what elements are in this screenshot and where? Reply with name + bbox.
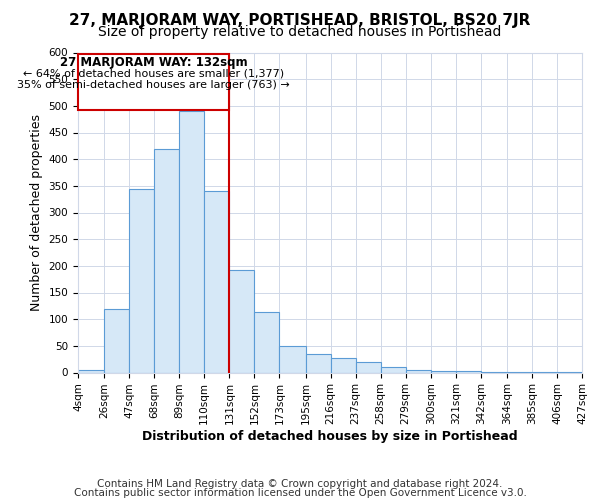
Bar (331, 358, 356, 372)
Bar (356, 362, 380, 372)
Bar (104, 308, 129, 372)
Bar (78, 370, 104, 372)
Text: Contains public sector information licensed under the Open Government Licence v3: Contains public sector information licen… (74, 488, 526, 498)
Text: 35% of semi-detached houses are larger (763) →: 35% of semi-detached houses are larger (… (17, 80, 290, 90)
Bar (406, 370, 431, 372)
Bar (154, 148, 179, 372)
Bar (229, 270, 254, 372)
Bar (179, 111, 204, 372)
Bar (305, 354, 331, 372)
Bar (280, 346, 305, 372)
Text: Size of property relative to detached houses in Portishead: Size of property relative to detached ho… (98, 25, 502, 39)
Text: Contains HM Land Registry data © Crown copyright and database right 2024.: Contains HM Land Registry data © Crown c… (97, 479, 503, 489)
Text: ← 64% of detached houses are smaller (1,377): ← 64% of detached houses are smaller (1,… (23, 69, 284, 79)
X-axis label: Distribution of detached houses by size in Portishead: Distribution of detached houses by size … (142, 430, 518, 443)
Bar (78, 54, 229, 110)
Text: 27, MARJORAM WAY, PORTISHEAD, BRISTOL, BS20 7JR: 27, MARJORAM WAY, PORTISHEAD, BRISTOL, B… (70, 12, 530, 28)
Bar (129, 188, 154, 372)
Bar (204, 191, 229, 372)
Y-axis label: Number of detached properties: Number of detached properties (30, 114, 43, 311)
Bar (254, 312, 280, 372)
Bar (431, 371, 456, 372)
Bar (380, 367, 406, 372)
Text: 27 MARJORAM WAY: 132sqm: 27 MARJORAM WAY: 132sqm (60, 56, 247, 68)
